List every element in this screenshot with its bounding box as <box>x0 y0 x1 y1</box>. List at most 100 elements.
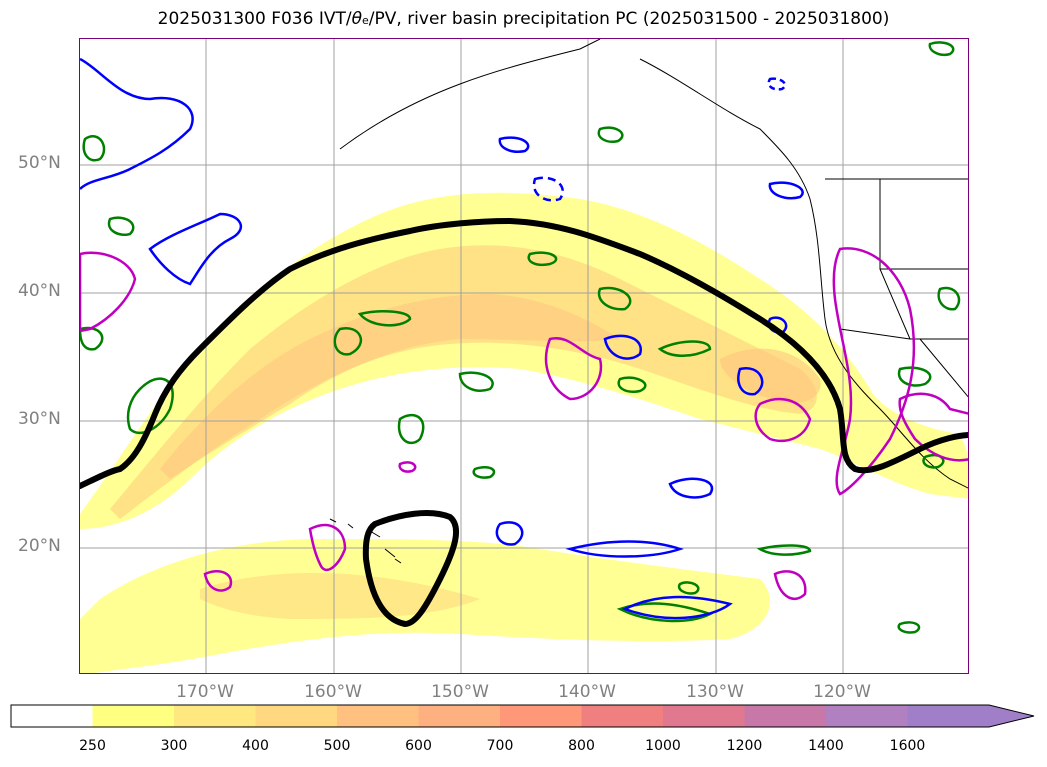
blue-contour <box>495 521 524 546</box>
green-contour <box>82 135 106 162</box>
blue-contour <box>498 136 530 153</box>
graticule <box>80 39 968 673</box>
green-contour <box>897 366 932 387</box>
colorbar-tick-label: 500 <box>323 738 351 754</box>
green-contour <box>617 376 647 393</box>
magenta-contour <box>754 397 812 443</box>
ivt-fill-400-east <box>720 348 821 403</box>
magenta-contour <box>832 247 916 496</box>
lat-label-20n: 20°N <box>18 536 61 556</box>
map-svg <box>80 39 968 673</box>
alaska-coast <box>339 39 601 150</box>
colorbar-segment <box>337 705 419 727</box>
lon-label-170w: 170°W <box>176 682 234 702</box>
title-subscript: e <box>362 14 369 27</box>
lat-label-50n: 50°N <box>18 153 61 173</box>
blue-contour <box>621 595 733 620</box>
us-borders <box>825 178 968 398</box>
colorbar-tick-label: 1000 <box>645 738 681 754</box>
hawaii-islands <box>329 518 402 564</box>
colorbar-segment <box>663 705 745 727</box>
green-contour <box>677 581 700 595</box>
colorbar-segment <box>255 705 337 727</box>
blue-contour <box>767 77 787 91</box>
bc-coast <box>639 58 968 489</box>
green-contour <box>458 371 494 392</box>
magenta-contour <box>203 570 233 592</box>
ivt-fill-250 <box>80 192 968 529</box>
title-theta: θ <box>351 9 362 29</box>
lon-label-160w: 160°W <box>304 682 362 702</box>
black-contour-group <box>80 217 968 628</box>
blue-contour <box>148 212 243 286</box>
green-contour <box>657 340 712 357</box>
blue-contour <box>668 477 714 499</box>
colorbar-tick-label: 400 <box>242 738 269 754</box>
magenta-contour <box>544 336 603 401</box>
blue-contour <box>737 366 764 396</box>
precip-pc-contours <box>80 247 968 600</box>
colorbar-tick-label: 250 <box>79 738 106 754</box>
colorbar-segment <box>174 705 256 727</box>
green-contour <box>597 126 624 143</box>
blue-contour <box>603 334 642 360</box>
green-contour <box>397 413 425 445</box>
magenta-contour <box>308 523 347 571</box>
green-contour <box>126 377 174 435</box>
green-contour <box>527 251 558 266</box>
colorbar-tick-label: 1400 <box>808 738 844 754</box>
coastlines <box>329 39 968 564</box>
green-contour <box>357 310 412 327</box>
colorbar-outline <box>10 704 1035 728</box>
colorbar-segment <box>500 705 582 727</box>
lon-label-130w: 130°W <box>686 682 744 702</box>
lon-label-120w: 120°W <box>813 682 871 702</box>
magenta-contour <box>80 251 137 333</box>
magenta-contour <box>398 461 417 473</box>
lon-label-150w: 150°W <box>431 682 489 702</box>
blue-contour <box>532 176 564 202</box>
black-contour-closed <box>362 510 460 628</box>
colorbar-segment <box>826 705 908 727</box>
green-contour <box>597 286 632 311</box>
colorbar-tick-label: 700 <box>486 738 514 754</box>
green-contour <box>756 544 812 556</box>
green-contour <box>80 326 104 351</box>
ivt-fill-400 <box>160 294 620 479</box>
green-contour <box>897 621 921 634</box>
colorbar-segment-extend <box>907 705 1034 727</box>
colorbar-tick-label: 1200 <box>726 738 763 754</box>
lon-label-140w: 140°W <box>558 682 616 702</box>
blue-contour <box>768 181 804 200</box>
colorbar-segment <box>418 705 500 727</box>
colorbar-tick-label: 1600 <box>889 738 926 754</box>
magenta-contour <box>898 392 968 462</box>
theta-e-contours <box>80 57 804 620</box>
title-suffix: /PV, river basin precipitation PC (20250… <box>368 9 890 29</box>
colorbar-segment <box>581 705 663 727</box>
title-prefix: 2025031300 F036 IVT/ <box>157 9 352 29</box>
ivt-fill-300 <box>110 245 817 519</box>
lat-label-30n: 30°N <box>18 409 61 429</box>
green-contour <box>472 466 496 479</box>
figure-title: 2025031300 F036 IVT/θe/PV, river basin p… <box>0 9 1047 29</box>
colorbar-tick-label: 300 <box>160 738 188 754</box>
lat-label-40n: 40°N <box>18 281 61 301</box>
green-contour <box>107 216 135 236</box>
magenta-contour <box>773 570 807 600</box>
colorbar-tick-label: 600 <box>405 738 432 754</box>
green-contour <box>937 286 961 311</box>
blue-contour <box>565 540 684 558</box>
green-contour <box>928 41 955 56</box>
colorbar-tick-label: 800 <box>568 738 595 754</box>
blue-contour <box>80 57 194 190</box>
colorbar-segment <box>744 705 826 727</box>
colorbar-segment-under <box>11 705 93 727</box>
green-contour <box>333 326 362 356</box>
map-panel <box>79 38 969 674</box>
ivt-fill-400-south <box>200 572 480 619</box>
colorbar <box>10 704 1035 728</box>
pv-contours <box>80 41 961 634</box>
colorbar-segment <box>92 705 174 727</box>
black-contour-main <box>80 217 968 489</box>
